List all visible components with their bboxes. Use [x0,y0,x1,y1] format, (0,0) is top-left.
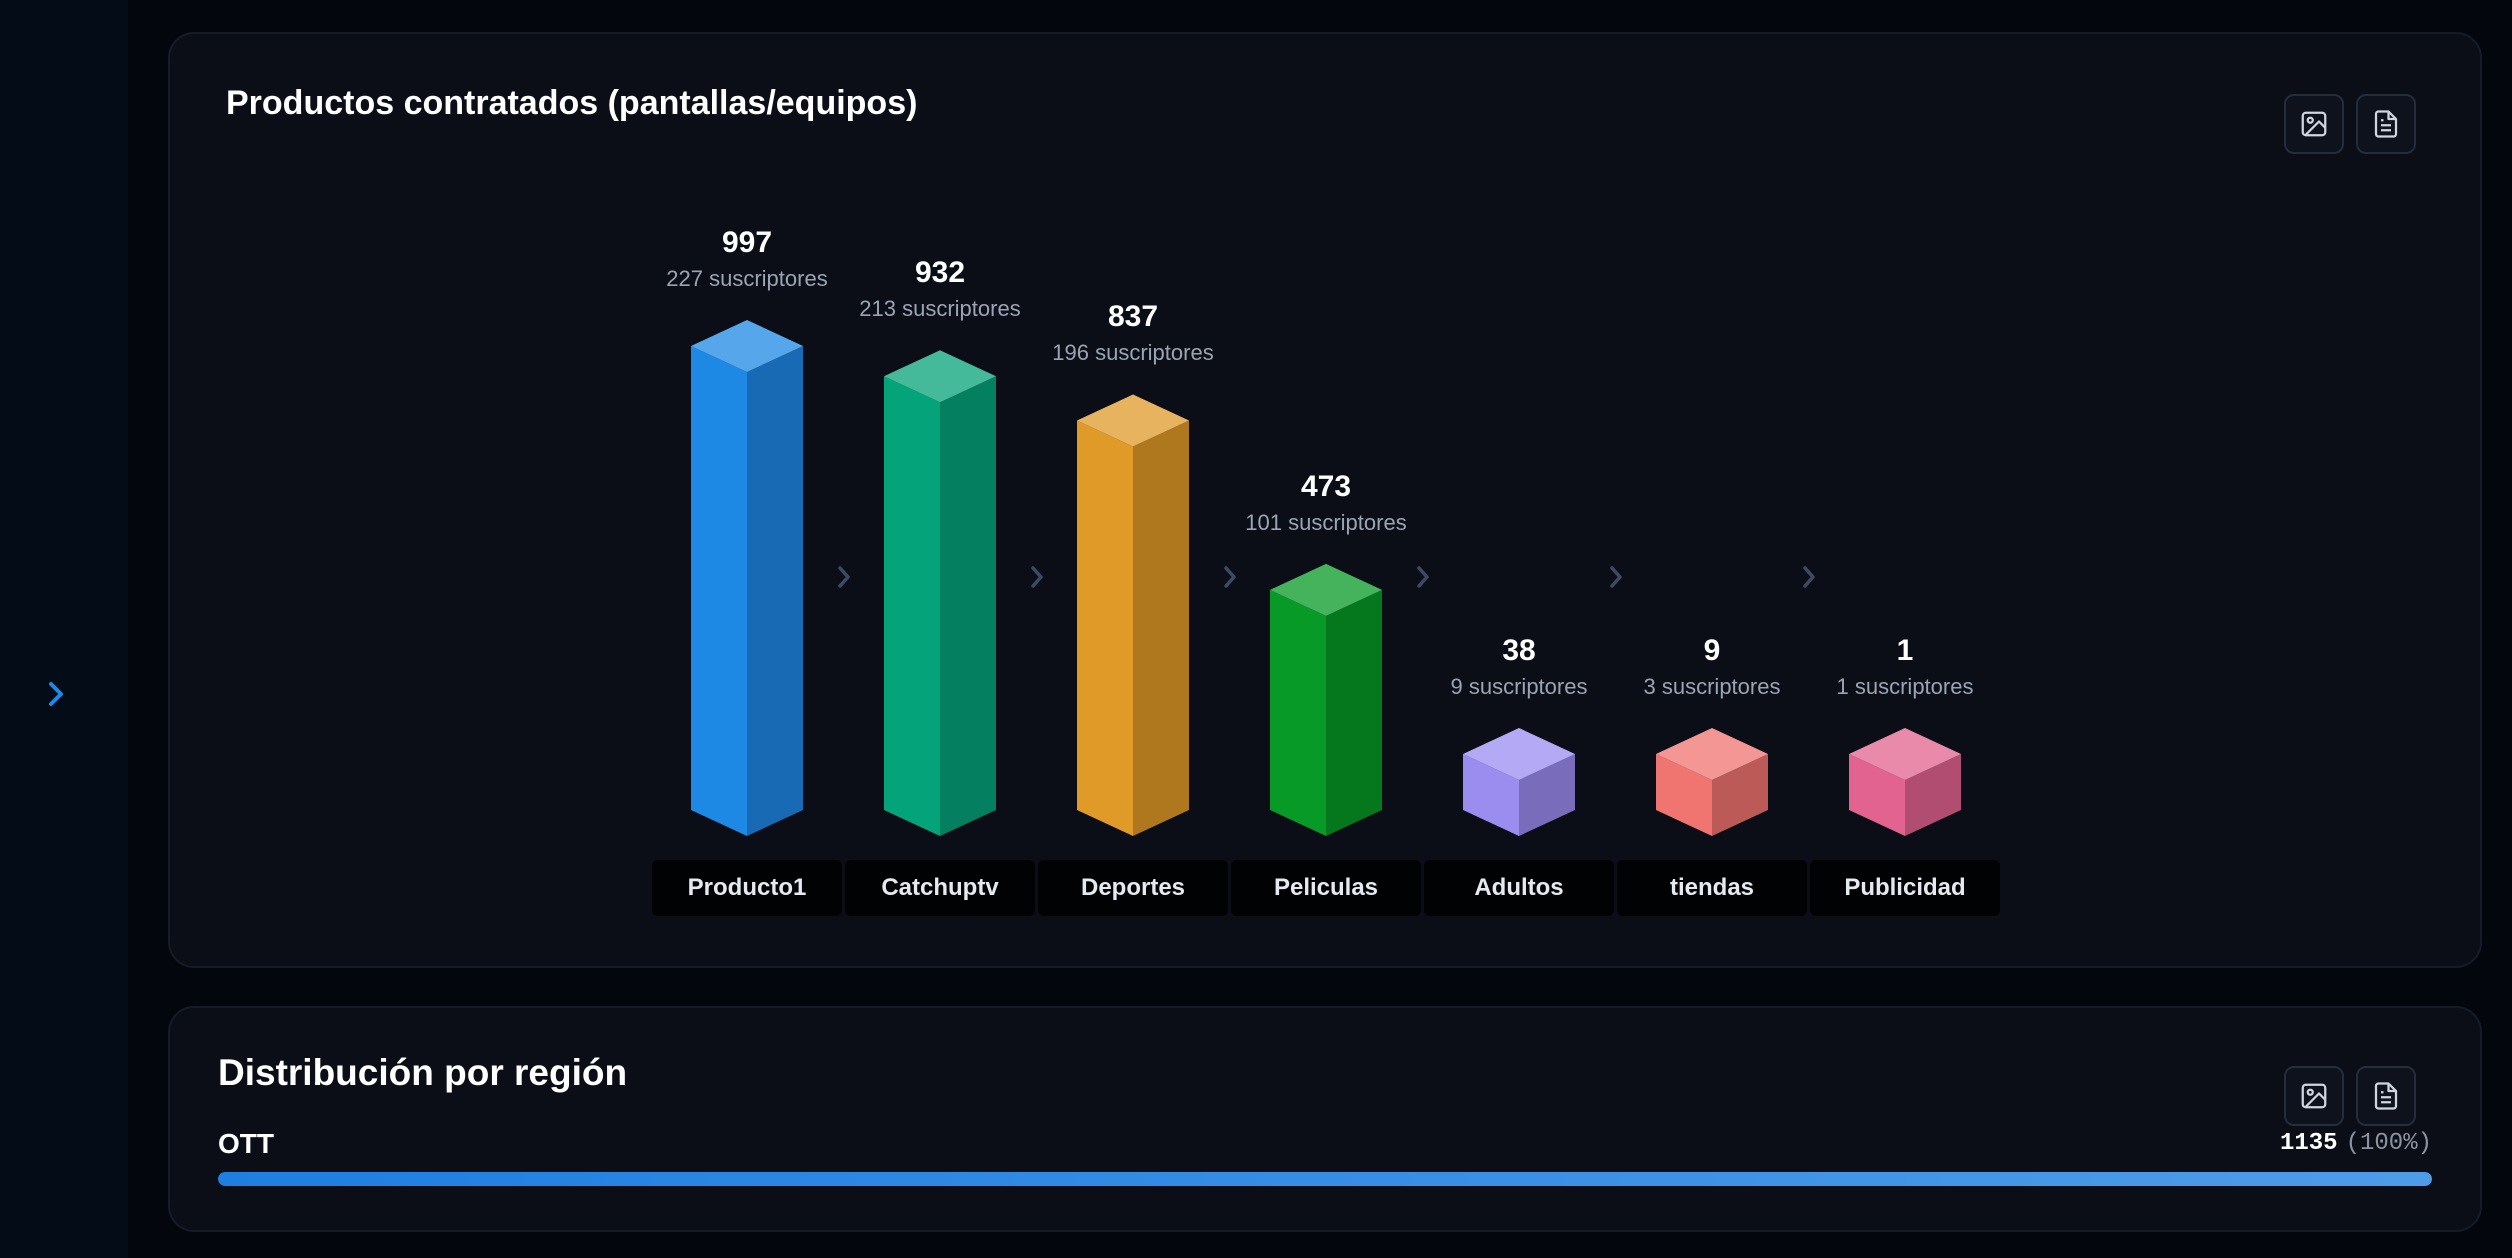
bar-value-label: 38 [1502,634,1536,667]
bar-subscribers-label: 1 suscriptores [1836,674,1974,699]
bar-top-face [1849,728,1961,780]
bar-catchuptv[interactable] [884,350,996,836]
region-card-title: Distribución por región [218,1052,628,1093]
bar-right-face [1519,754,1575,836]
bar-value-label: 9 [1703,634,1721,667]
bar-subscribers-label: 9 suscriptores [1450,674,1588,699]
region-row-count: 1135 [2279,1130,2338,1157]
bar-tiendas[interactable] [1656,728,1768,836]
bar-value-label: 1 [1896,634,1914,667]
bar-left-face [1270,589,1326,836]
bar-subscribers-label: 213 suscriptores [859,296,1021,322]
bar-top-face [1463,728,1575,780]
region-progress-fill [218,1172,2432,1186]
category-label-adultos: Adultos [1424,860,1614,916]
sidebar-expand-chevron-icon[interactable] [40,676,72,712]
region-row-label: OTT [218,1128,274,1159]
category-label-deportes: Deportes [1038,860,1228,916]
bar-right-face [1712,754,1768,836]
chevron-right-icon [1027,562,1047,592]
bar-right-face [1133,420,1189,836]
image-icon [2301,1083,2327,1109]
bar-peliculas[interactable] [1270,563,1382,836]
region-progress-track [218,1172,2432,1186]
bar-left-face [1077,420,1133,836]
bar-adultos[interactable] [1463,728,1575,836]
chevron-right-icon [1606,562,1626,592]
download-document-button[interactable] [2356,94,2416,154]
download-document-button[interactable] [2356,1066,2416,1126]
bar-value-label: 473 [1300,469,1352,503]
chevron-right-icon [834,562,854,592]
download-image-button[interactable] [2284,1066,2344,1126]
document-icon [2374,110,2398,138]
download-image-button[interactable] [2284,94,2344,154]
sidebar [0,0,128,1258]
chevron-right-icon [1799,562,1819,592]
image-icon [2301,111,2327,137]
bar-deportes[interactable] [1077,394,1189,836]
bar-right-face [1326,589,1382,836]
chevron-right-icon [1413,562,1433,592]
region-row-percent: (100%) [2345,1130,2432,1157]
bar-left-face [691,346,747,836]
bar-right-face [1905,754,1961,836]
bar-left-face [1463,754,1519,836]
bar-right-face [747,346,803,836]
bar-left-face [1849,754,1905,836]
document-icon [2374,1082,2398,1110]
category-label-publicidad: Publicidad [1810,860,2000,916]
region-card: Distribución por región OTT 1135 (100%) [168,1006,2482,1232]
bar-value-label: 932 [914,256,966,290]
bar-top-face [1656,728,1768,780]
products-card: Productos contratados (pantallas/equipos… [168,32,2482,968]
bar-top-face [1077,394,1189,447]
products-bar-chart: 997 227 suscriptores Producto1 932 213 suscr… [170,34,2484,970]
bar-subscribers-label: 196 suscriptores [1052,340,1214,366]
category-label-peliculas: Peliculas [1231,860,1421,916]
bar-value-label: 837 [1107,300,1159,334]
bar-top-face [691,320,803,372]
bar-top-face [884,350,996,403]
bar-subscribers-label: 227 suscriptores [666,266,828,291]
bar-top-face [1270,563,1382,616]
category-label-producto1: Producto1 [652,860,842,916]
chevron-right-icon [1220,562,1240,592]
category-label-catchuptv: Catchuptv [845,860,1035,916]
products-chart-svg [691,320,1961,836]
bar-right-face [940,376,996,836]
bar-left-face [884,376,940,836]
bar-subscribers-label: 101 suscriptores [1245,509,1407,535]
category-label-tiendas: tiendas [1617,860,1807,916]
bar-producto1[interactable] [691,320,803,836]
bar-value-label: 997 [721,226,773,259]
bar-subscribers-label: 3 suscriptores [1643,674,1781,699]
bar-left-face [1656,754,1712,836]
products-card-title: Productos contratados (pantallas/equipos… [226,84,918,122]
region-row-value: 1135 (100%) [2280,1130,2432,1157]
bar-publicidad[interactable] [1849,728,1961,836]
